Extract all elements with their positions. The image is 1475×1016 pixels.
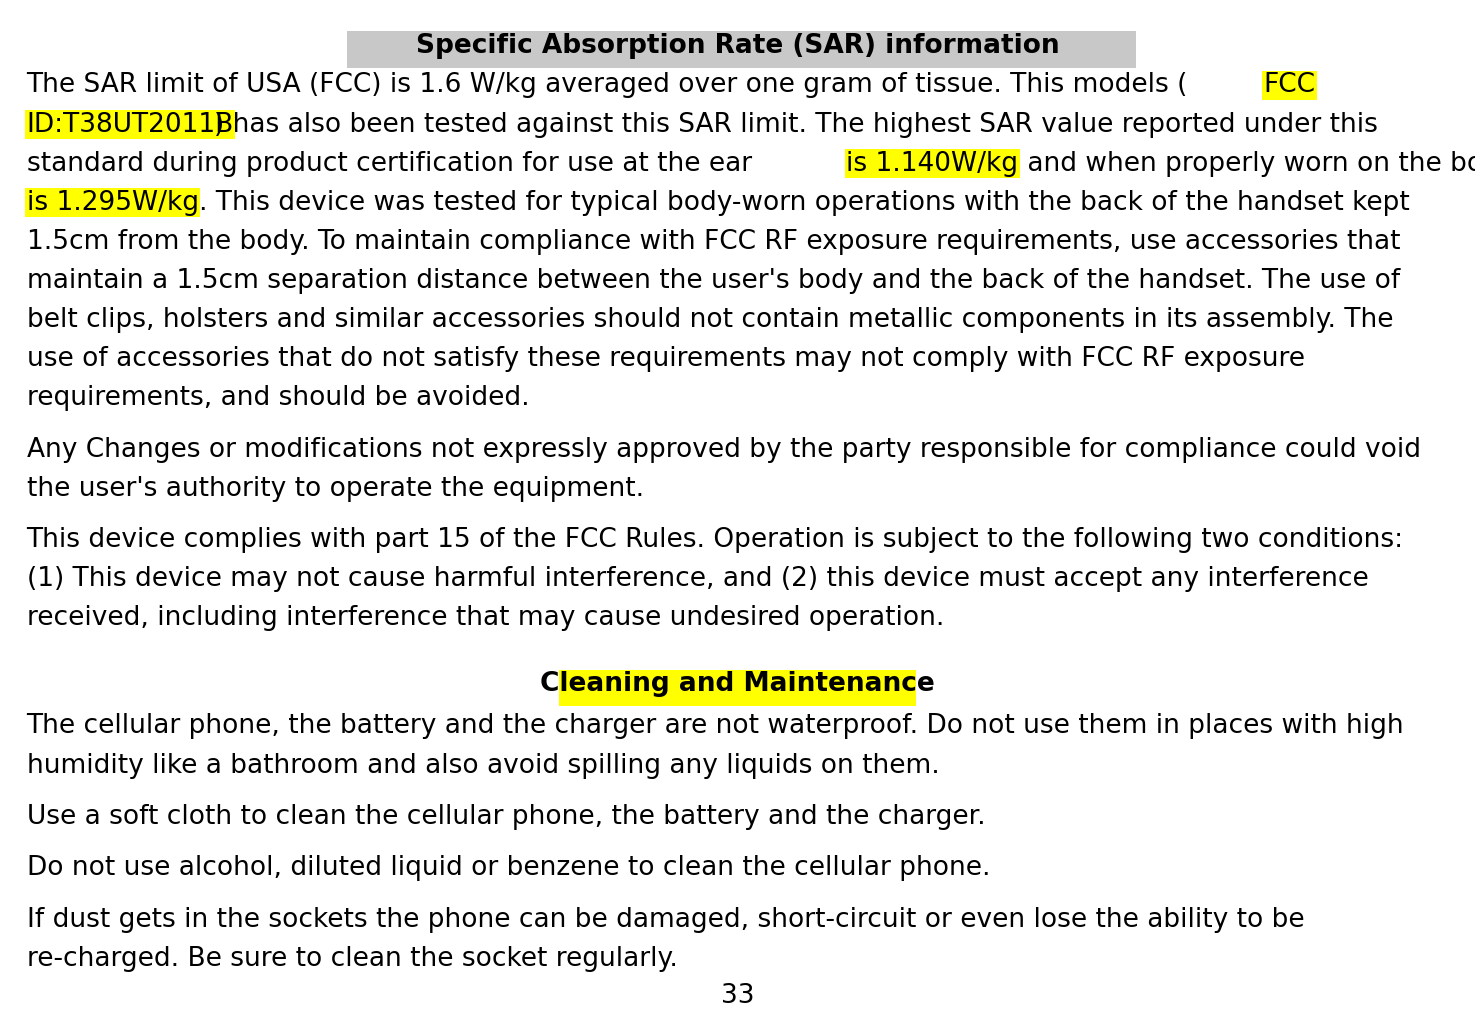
Text: maintain a 1.5cm separation distance between the user's body and the back of the: maintain a 1.5cm separation distance bet… [27, 268, 1400, 294]
Text: FCC: FCC [1264, 72, 1316, 99]
Text: This device complies with part 15 of the FCC Rules. Operation is subject to the : This device complies with part 15 of the… [27, 527, 1404, 553]
Text: re-charged. Be sure to clean the socket regularly.: re-charged. Be sure to clean the socket … [27, 946, 677, 971]
Text: is 1.140W/kg: is 1.140W/kg [847, 150, 1018, 177]
Text: humidity like a bathroom and also avoid spilling any liquids on them.: humidity like a bathroom and also avoid … [27, 753, 940, 778]
Text: and when properly worn on the body: and when properly worn on the body [1019, 150, 1475, 177]
Text: Use a soft cloth to clean the cellular phone, the battery and the charger.: Use a soft cloth to clean the cellular p… [27, 804, 985, 830]
Text: use of accessories that do not satisfy these requirements may not comply with FC: use of accessories that do not satisfy t… [27, 346, 1304, 372]
FancyBboxPatch shape [347, 31, 1136, 68]
Text: (1) This device may not cause harmful interference, and (2) this device must acc: (1) This device may not cause harmful in… [27, 566, 1369, 592]
Text: The cellular phone, the battery and the charger are not waterproof. Do not use t: The cellular phone, the battery and the … [27, 713, 1404, 740]
Text: Any Changes or modifications not expressly approved by the party responsible for: Any Changes or modifications not express… [27, 437, 1420, 462]
Text: 33: 33 [721, 983, 754, 1010]
Text: belt clips, holsters and similar accessories should not contain metallic compone: belt clips, holsters and similar accesso… [27, 307, 1392, 333]
Text: received, including interference that may cause undesired operation.: received, including interference that ma… [27, 606, 944, 631]
Text: 1.5cm from the body. To maintain compliance with FCC RF exposure requirements, u: 1.5cm from the body. To maintain complia… [27, 229, 1400, 255]
Text: Do not use alcohol, diluted liquid or benzene to clean the cellular phone.: Do not use alcohol, diluted liquid or be… [27, 855, 990, 881]
Text: The SAR limit of USA (FCC) is 1.6 W/kg averaged over one gram of tissue. This mo: The SAR limit of USA (FCC) is 1.6 W/kg a… [27, 72, 1187, 99]
Text: Specific Absorption Rate (SAR) information: Specific Absorption Rate (SAR) informati… [416, 33, 1059, 59]
FancyBboxPatch shape [559, 671, 916, 706]
Text: standard during product certification for use at the ear: standard during product certification fo… [27, 150, 760, 177]
Text: the user's authority to operate the equipment.: the user's authority to operate the equi… [27, 475, 643, 502]
Text: ) has also been tested against this SAR limit. The highest SAR value reported un: ) has also been tested against this SAR … [214, 112, 1378, 137]
Text: ID:T38UT2011B: ID:T38UT2011B [27, 112, 235, 137]
Text: Cleaning and Maintenance: Cleaning and Maintenance [540, 672, 935, 697]
Text: requirements, and should be avoided.: requirements, and should be avoided. [27, 385, 530, 411]
Text: . This device was tested for typical body-worn operations with the back of the h: . This device was tested for typical bod… [199, 190, 1410, 215]
Text: If dust gets in the sockets the phone can be damaged, short-circuit or even lose: If dust gets in the sockets the phone ca… [27, 906, 1304, 933]
Text: is 1.295W/kg: is 1.295W/kg [27, 190, 199, 215]
